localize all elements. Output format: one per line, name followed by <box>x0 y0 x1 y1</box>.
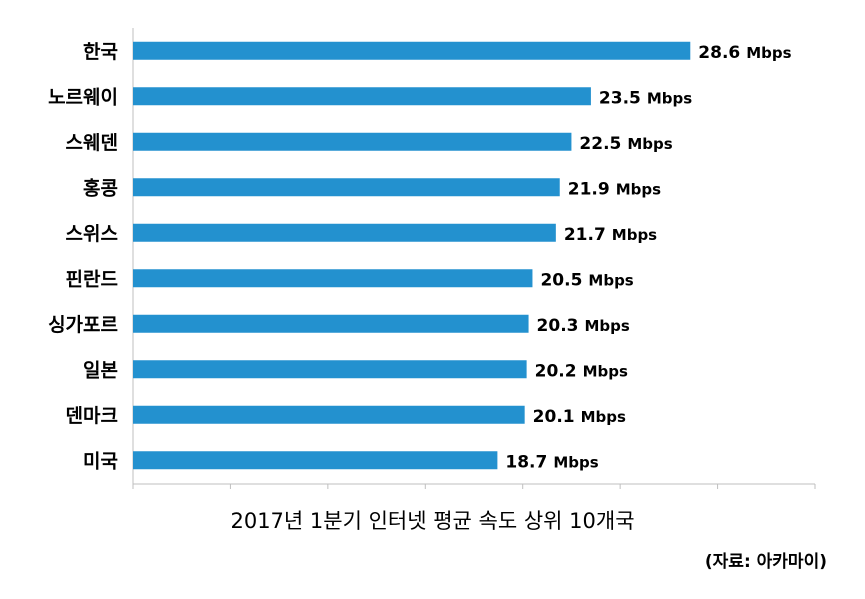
value-unit: Mbps <box>583 362 628 380</box>
value-label: 23.5 Mbps <box>599 88 692 108</box>
value-unit: Mbps <box>553 453 598 471</box>
bar <box>133 87 591 106</box>
bar <box>133 223 556 242</box>
value-number: 23.5 <box>599 88 641 108</box>
bar <box>133 451 498 470</box>
chart-caption: 2017년 1분기 인터넷 평균 속도 상위 10개국 <box>230 509 635 533</box>
bar <box>133 41 691 60</box>
value-unit: Mbps <box>647 89 692 107</box>
value-number: 21.7 <box>564 225 606 245</box>
value-number: 28.6 <box>698 43 740 63</box>
category-label: 일본 <box>83 359 118 381</box>
value-label: 20.2 Mbps <box>535 361 628 381</box>
value-unit: Mbps <box>581 408 626 426</box>
bar <box>133 132 572 151</box>
value-number: 21.9 <box>568 179 610 199</box>
source-note: (자료: 아카마이) <box>704 552 827 572</box>
value-label: 28.6 Mbps <box>698 43 791 63</box>
bar <box>133 269 533 288</box>
value-number: 20.3 <box>537 316 579 336</box>
value-label: 18.7 Mbps <box>505 452 598 472</box>
value-label: 22.5 Mbps <box>579 134 672 154</box>
value-unit: Mbps <box>612 226 657 244</box>
value-labels: 28.6 Mbps 23.5 Mbps 22.5 Mbps 21.9 Mbps 21.7 Mbps… <box>505 43 791 473</box>
value-unit: Mbps <box>616 180 661 198</box>
value-number: 22.5 <box>579 134 621 154</box>
value-label: 20.1 Mbps <box>533 407 626 427</box>
category-label: 덴마크 <box>66 405 118 427</box>
value-unit: Mbps <box>746 44 791 62</box>
category-label: 싱가포르 <box>48 314 118 336</box>
value-number: 20.1 <box>533 407 575 427</box>
bar <box>133 360 527 379</box>
category-label: 스위스 <box>66 223 118 245</box>
value-label: 20.3 Mbps <box>537 316 630 336</box>
value-number: 18.7 <box>505 452 547 472</box>
bar <box>133 314 529 333</box>
category-label: 미국 <box>83 450 118 472</box>
bar <box>133 178 560 197</box>
category-label: 한국 <box>83 41 118 63</box>
value-unit: Mbps <box>627 135 672 153</box>
category-label: 노르웨이 <box>48 86 118 108</box>
bars <box>133 41 691 470</box>
bar <box>133 405 525 424</box>
value-number: 20.2 <box>535 361 577 381</box>
value-label: 21.9 Mbps <box>568 179 661 199</box>
value-unit: Mbps <box>588 271 633 289</box>
category-label: 스웨덴 <box>66 132 118 154</box>
value-label: 20.5 Mbps <box>540 270 633 290</box>
category-label: 핀란드 <box>66 268 118 290</box>
category-label: 홍콩 <box>83 176 118 199</box>
value-label: 21.7 Mbps <box>564 225 657 245</box>
value-number: 20.5 <box>540 270 582 290</box>
value-unit: Mbps <box>585 317 630 335</box>
